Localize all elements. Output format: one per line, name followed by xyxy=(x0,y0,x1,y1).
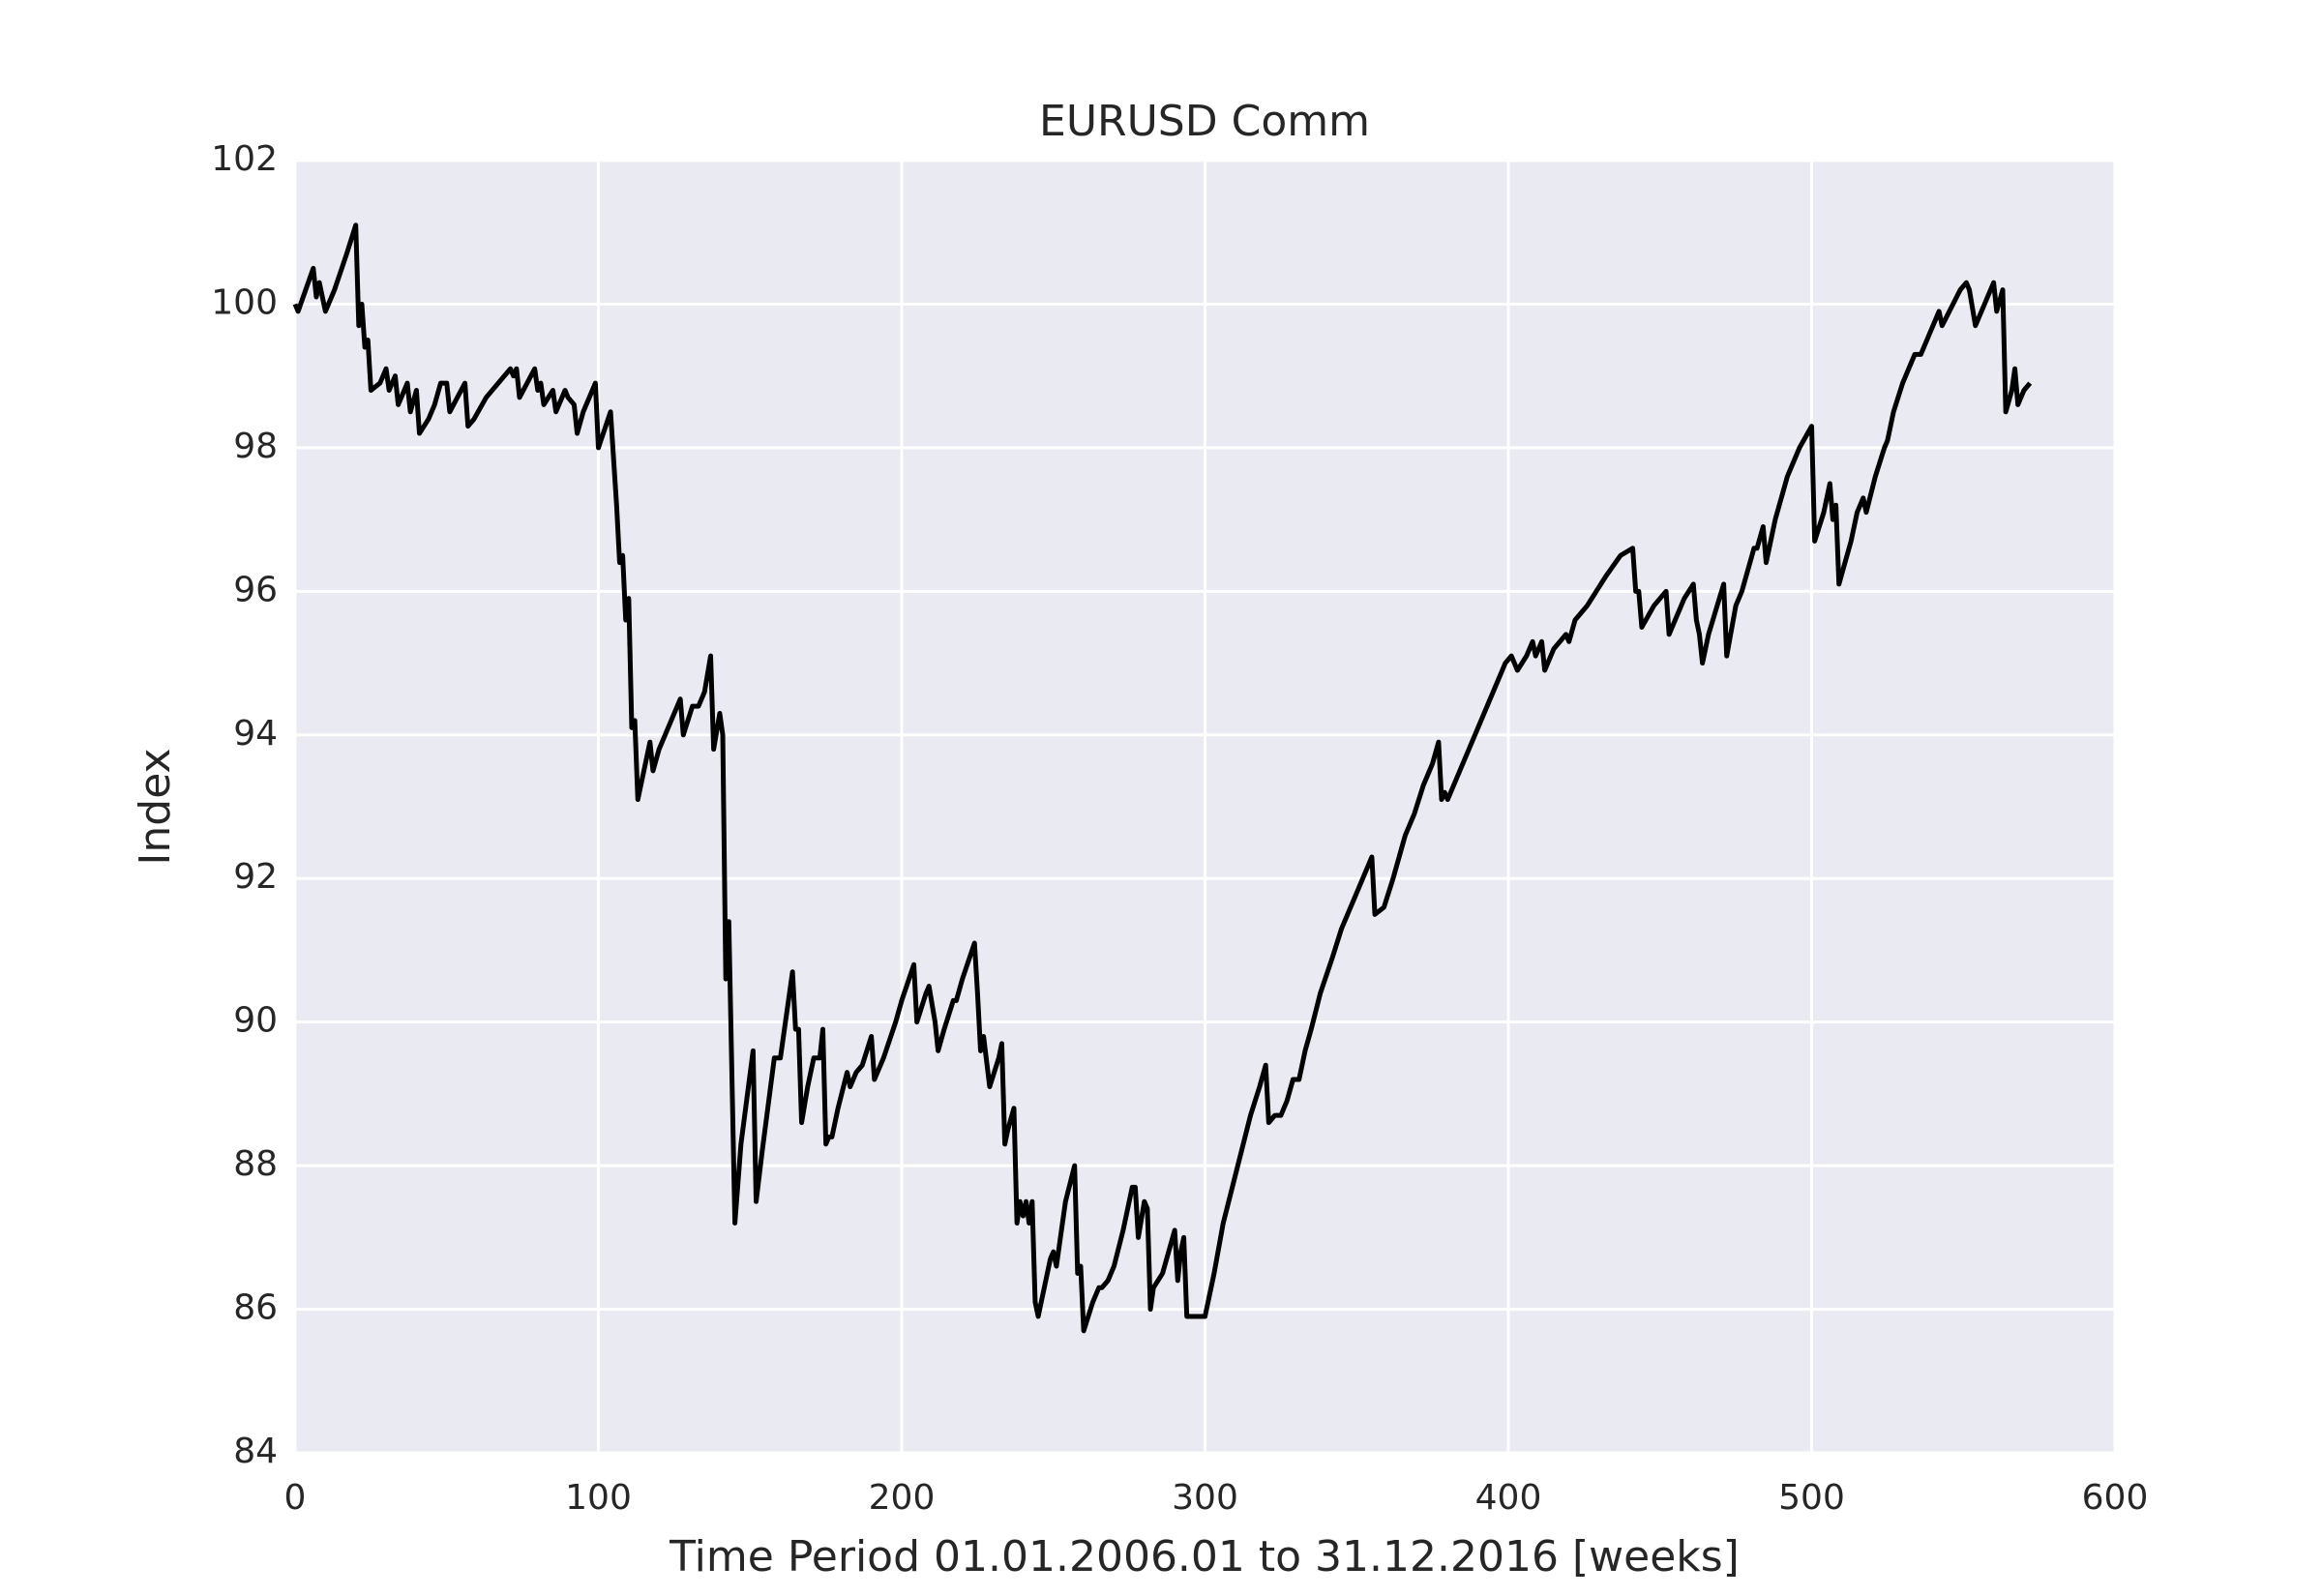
data-line xyxy=(292,222,2033,1334)
x-tick-label: 0 xyxy=(284,1478,307,1518)
y-tick-label: 102 xyxy=(211,139,278,179)
chart-title: EURUSD Comm xyxy=(1039,97,1370,146)
y-tick-label: 96 xyxy=(233,570,278,609)
x-axis-label: Time Period 01.01.2006.01 to 31.12.2016 … xyxy=(669,1532,1740,1581)
y-tick-label: 86 xyxy=(233,1288,278,1328)
tick-labels: 84 86 88 90 92 94 96 98 100 102 0 100 200 300 400 500 60… xyxy=(211,139,2148,1518)
y-tick-label: 90 xyxy=(233,1001,278,1041)
x-tick-label: 400 xyxy=(1475,1478,1542,1518)
y-tick-label: 98 xyxy=(233,427,278,466)
x-tick-label: 100 xyxy=(565,1478,632,1518)
x-tick-label: 200 xyxy=(869,1478,936,1518)
series xyxy=(292,222,2033,1334)
y-tick-label: 84 xyxy=(233,1432,278,1471)
x-tick-label: 500 xyxy=(1778,1478,1845,1518)
y-tick-label: 94 xyxy=(233,714,278,754)
y-tick-label: 92 xyxy=(233,857,278,897)
y-axis-label: Index xyxy=(131,748,180,865)
y-tick-label: 88 xyxy=(233,1144,278,1184)
y-tick-label: 100 xyxy=(211,282,278,322)
x-tick-label: 300 xyxy=(1172,1478,1238,1518)
x-tick-label: 600 xyxy=(2082,1478,2149,1518)
